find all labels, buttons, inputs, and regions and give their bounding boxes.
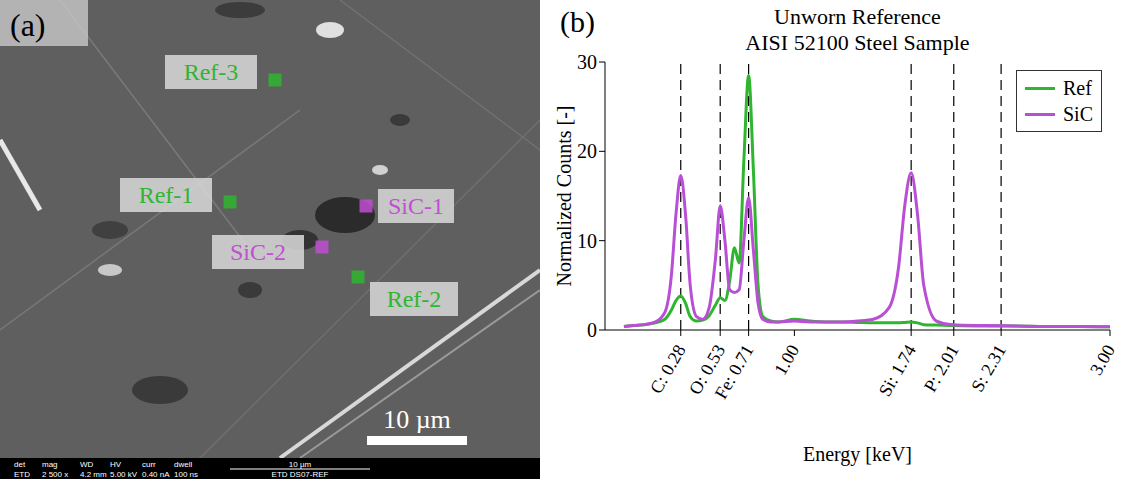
svg-text:P: 2.01: P: 2.01 [920, 341, 963, 395]
svg-text:10 µm: 10 µm [383, 405, 451, 434]
svg-text:Ref-3: Ref-3 [184, 59, 239, 85]
svg-text:Normalized Counts [-]: Normalized Counts [-] [553, 105, 575, 286]
svg-text:Ref-2: Ref-2 [387, 286, 442, 312]
svg-text:30: 30 [577, 51, 597, 73]
svg-text:10 µm: 10 µm [289, 460, 312, 469]
html-text:Unworn Reference: Unworn Reference [774, 4, 941, 29]
svg-text:10: 10 [577, 230, 597, 252]
svg-text:Fe: 0.71: Fe: 0.71 [711, 341, 758, 402]
svg-text:ETD: ETD [14, 470, 30, 479]
svg-text:WD: WD [80, 460, 94, 469]
svg-text:100 ns: 100 ns [174, 470, 198, 479]
svg-text:Energy [keV]: Energy [keV] [803, 443, 912, 466]
svg-text:HV: HV [110, 460, 122, 469]
svg-text:det: det [14, 460, 26, 469]
html-text:SiC: SiC [1063, 102, 1093, 125]
svg-text:O: 0.53: O: 0.53 [684, 341, 730, 398]
svg-text:2 500 x: 2 500 x [42, 470, 68, 479]
html-text:Ref: Ref [1063, 76, 1092, 99]
svg-text:curr: curr [142, 460, 156, 469]
svg-text:(a): (a) [10, 7, 46, 43]
svg-text:Ref-1: Ref-1 [139, 182, 194, 208]
svg-text:20: 20 [577, 140, 597, 162]
svg-text:5.00 kV: 5.00 kV [110, 470, 138, 479]
svg-text:C: 0.28: C: 0.28 [646, 341, 690, 397]
html-text:AISI 52100 Steel Sample: AISI 52100 Steel Sample [745, 30, 970, 55]
svg-text:3.00: 3.00 [1086, 341, 1119, 378]
svg-text:0.40 nA: 0.40 nA [142, 470, 170, 479]
svg-text:1.00: 1.00 [770, 341, 803, 378]
svg-text:SiC-2: SiC-2 [230, 239, 286, 265]
svg-text:dwell: dwell [174, 460, 192, 469]
svg-text:Si: 1.74: Si: 1.74 [875, 341, 920, 400]
html-text:(b): (b) [560, 5, 595, 38]
svg-text:4.2 mm: 4.2 mm [80, 470, 107, 479]
svg-text:0: 0 [587, 319, 597, 341]
svg-text:mag: mag [42, 460, 58, 469]
svg-text:ETD DS07-REF: ETD DS07-REF [272, 470, 329, 479]
svg-text:SiC-1: SiC-1 [388, 193, 444, 219]
svg-text:S: 2.31: S: 2.31 [967, 341, 1010, 395]
